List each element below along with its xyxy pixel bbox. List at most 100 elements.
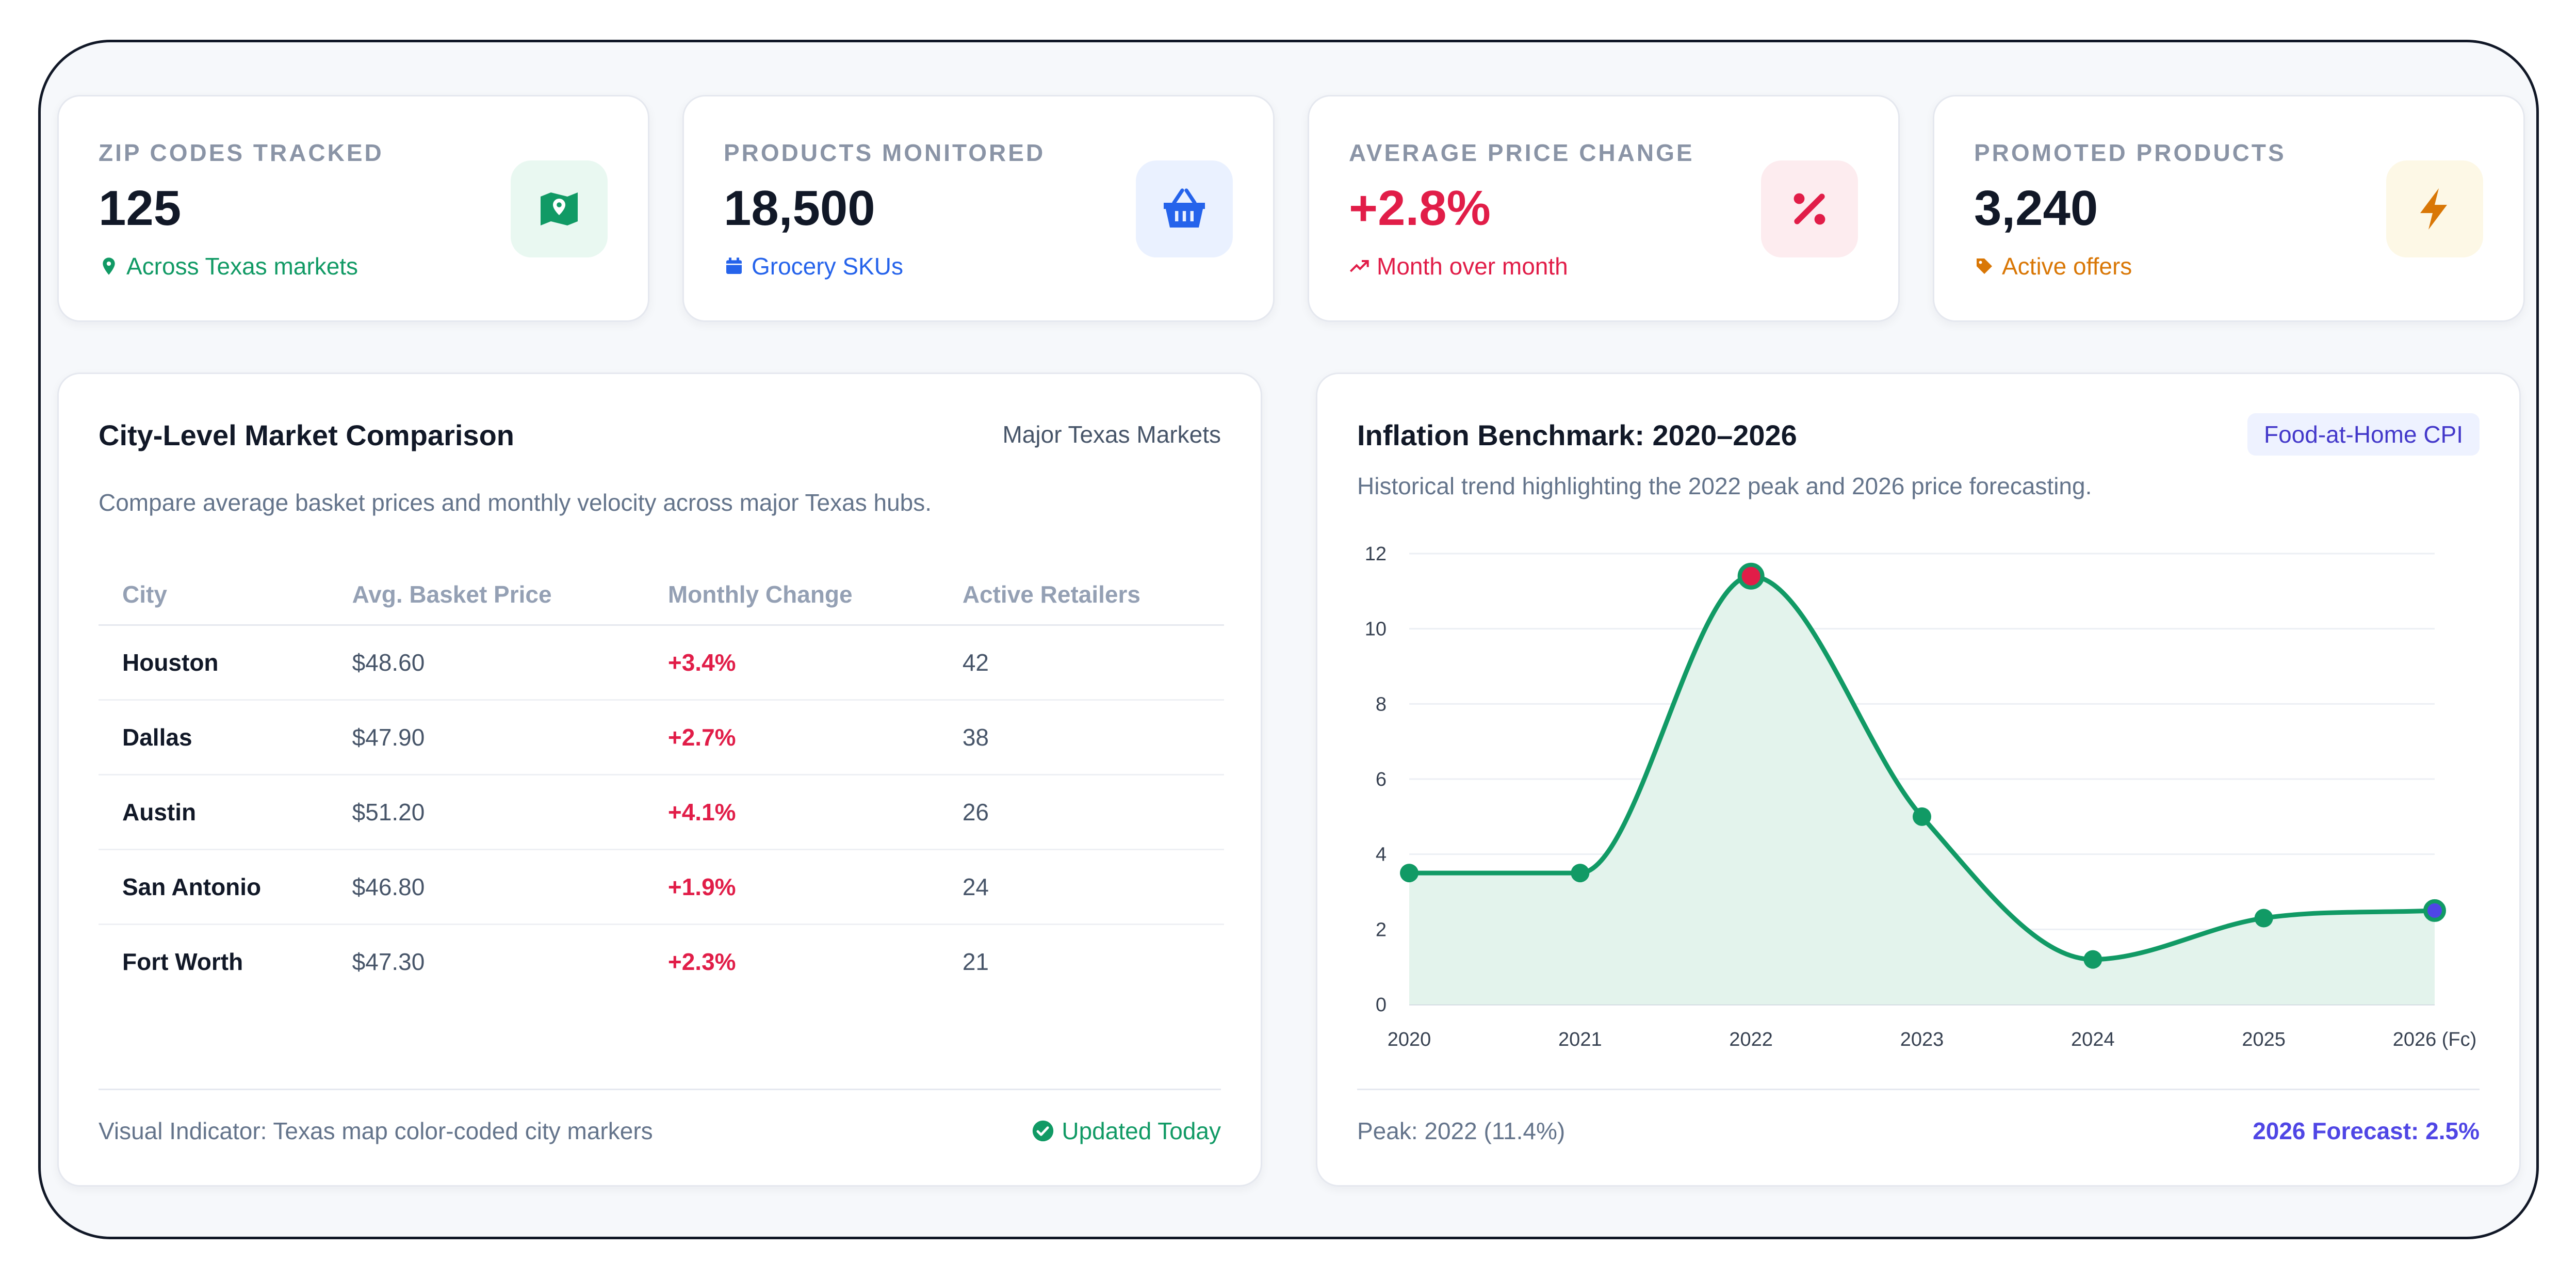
column-header-retailers[interactable]: Active Retailers [938,565,1224,626]
cpi-badge: Food-at-Home CPI [2247,413,2480,456]
footer-note: Visual Indicator: Texas map color-coded … [99,1118,653,1144]
kpi-card-promoted: PROMOTED PRODUCTS 3,240 Active offers [1933,95,2525,322]
bolt-icon [2386,160,2483,257]
x-tick-label: 2020 [1388,1029,1431,1050]
y-tick-label: 6 [1376,769,1387,790]
x-tick-label: 2025 [2242,1029,2286,1050]
percent-icon [1761,160,1858,257]
cell-price: $46.80 [328,849,644,925]
cell-city: Austin [99,774,329,850]
market-table: City Avg. Basket Price Monthly Change Ac… [99,565,1224,999]
chart-description: Historical trend highlighting the 2022 p… [1357,473,2092,499]
kpi-card-price-change: AVERAGE PRICE CHANGE +2.8% Month over mo… [1308,95,1900,322]
cell-change: +2.3% [667,948,736,976]
cell-price: $47.90 [328,700,644,775]
y-tick-label: 0 [1376,994,1387,1016]
x-tick-label: 2026 (Fc) [2393,1029,2477,1050]
tag-icon [1977,258,1992,274]
forecast-data-point [2423,899,2446,922]
kpi-subtext: Grocery SKUs [724,252,903,280]
kpi-subtext: Active offers [1974,252,2132,280]
table-header-row: City Avg. Basket Price Monthly Change Ac… [99,565,1224,626]
inflation-line [1407,574,2437,962]
x-tick-label: 2021 [1558,1029,1602,1050]
basket-icon [1136,160,1233,257]
kpi-label: PRODUCTS MONITORED [724,139,1046,166]
kpi-value: +2.8% [1349,181,1491,236]
cell-retailers: 42 [938,625,1224,701]
data-point [1913,807,1931,826]
kpi-label: PROMOTED PRODUCTS [1974,139,2286,166]
kpi-card-products: PRODUCTS MONITORED 18,500 Grocery SKUs [682,95,1275,322]
cell-city: Dallas [99,700,329,775]
cell-retailers: 26 [938,774,1224,850]
peak-data-point [1737,562,1765,590]
inflation-chart: 0 2 4 6 8 10 12 2020 2021 2022 2023 2024 2025 2026 (F… [1365,543,2477,1050]
location-pin-icon [103,257,115,275]
data-point [2254,909,2273,928]
table-row[interactable]: Houston $48.60 +3.4% 42 [99,625,1224,701]
table-row[interactable]: Austin $51.20 +4.1% 26 [99,774,1224,850]
cell-change: +4.1% [644,774,939,850]
update-status-label: Updated Today [1062,1118,1221,1144]
kpi-value: 18,500 [724,181,875,236]
cell-retailers: 21 [962,948,989,976]
x-tick-label: 2022 [1729,1029,1773,1050]
cell-change: +1.9% [644,849,939,925]
calendar-icon [726,257,742,274]
y-tick-label: 12 [1365,543,1387,565]
forecast-summary: 2026 Forecast: 2.5% [2253,1118,2480,1144]
peak-summary: Peak: 2022 (11.4%) [1357,1118,1566,1144]
cell-city: Houston [99,625,329,701]
data-point [1571,864,1590,883]
y-tick-label: 2 [1376,919,1387,941]
table-row[interactable]: San Antonio $46.80 +1.9% 24 [99,849,1224,925]
panel-title: City-Level Market Comparison [99,419,514,451]
data-point [1400,864,1419,883]
cell-change: +2.7% [644,700,939,775]
y-tick-label: 4 [1376,844,1387,866]
kpi-value: 3,240 [1974,181,2098,236]
table-row[interactable]: Fort Worth $47.30 +2.3% 21 [99,924,1224,999]
dashboard-frame: ZIP CODES TRACKED 125 Across Texas marke… [38,40,2539,1239]
update-status: Updated Today [1032,1117,1221,1145]
x-tick-label: 2023 [1900,1029,1944,1050]
x-tick-label: 2024 [2071,1029,2115,1050]
cell-price: $51.20 [328,774,644,850]
inflation-panel: Inflation Benchmark: 2020–2026 Food-at-H… [1316,373,2521,1187]
kpi-subtext: Month over month [1349,252,1568,280]
kpi-label: ZIP CODES TRACKED [99,139,384,166]
kpi-subtext-label: Active offers [2002,253,2132,280]
y-tick-label: 10 [1365,619,1387,640]
kpi-subtext-label: Grocery SKUs [752,253,903,280]
map-icon [511,160,608,257]
cell-city: San Antonio [99,849,329,925]
cell-retailers: 38 [938,700,1224,775]
trending-up-icon [1349,260,1369,272]
data-point [2083,950,2102,969]
kpi-value: 125 [99,181,182,236]
panel-divider [1357,1089,2480,1090]
kpi-label: AVERAGE PRICE CHANGE [1349,139,1694,166]
table-row[interactable]: Dallas $47.90 +2.7% 38 [99,700,1224,775]
cell-price: $48.60 [328,625,644,701]
panel-tag: Major Texas Markets [1002,421,1221,448]
kpi-subtext-label: Across Texas markets [126,253,358,280]
cell-price: $47.30 [352,948,425,976]
cell-retailers: 24 [938,849,1224,925]
kpi-card-zip-codes: ZIP CODES TRACKED 125 Across Texas marke… [57,95,649,322]
kpi-subtext-label: Month over month [1377,253,1568,280]
column-header-city[interactable]: City [99,565,329,626]
inflation-area [1409,576,2435,1005]
y-tick-label: 8 [1376,693,1387,715]
column-header-price[interactable]: Avg. Basket Price [328,565,644,626]
market-comparison-panel: City-Level Market Comparison Major Texas… [57,373,1262,1187]
panel-description: Compare average basket prices and monthl… [99,489,932,516]
column-header-change[interactable]: Monthly Change [644,565,939,626]
cell-change: +3.4% [644,625,939,701]
check-circle-icon [1033,1120,1054,1142]
chart-title: Inflation Benchmark: 2020–2026 [1357,419,1797,451]
cell-city: Fort Worth [122,948,243,976]
panel-divider [99,1089,1221,1090]
kpi-subtext: Across Texas markets [99,252,358,280]
